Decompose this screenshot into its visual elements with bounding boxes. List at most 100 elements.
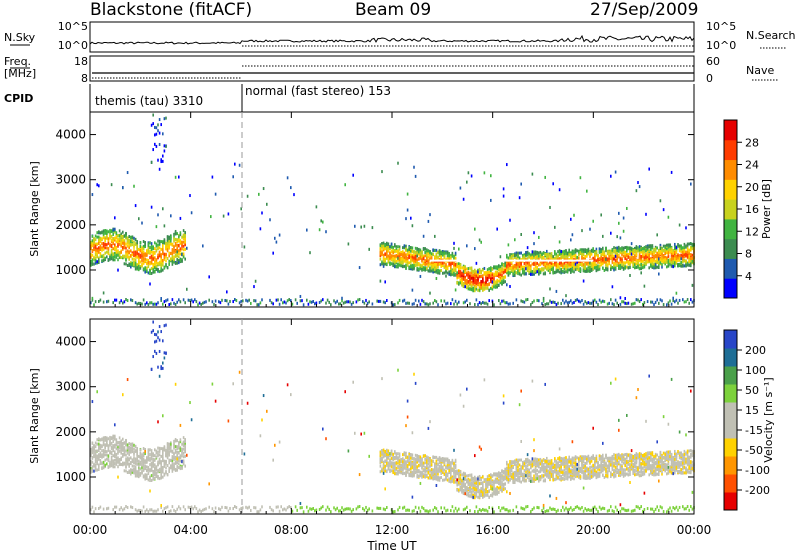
power-cell [685,250,687,254]
power-cell [688,252,690,256]
power-cell [107,230,110,234]
power-cell [523,255,526,259]
power-cell [550,254,553,258]
power-cell [563,261,566,265]
power-cell [538,268,540,272]
power-cell [557,268,559,272]
power-cell [477,276,479,280]
power-cell [186,246,188,250]
power-cell [682,263,684,267]
power-cell [414,260,417,264]
power-cell [336,299,338,303]
power-cell [597,264,599,268]
power-cell [626,247,628,251]
power-cell [120,241,122,245]
power-cell [645,262,647,266]
power-cell [493,285,495,289]
power-cell [533,299,535,303]
power-cell [584,257,586,261]
velocity-cell [122,441,124,445]
power-cell [613,257,615,261]
velocity-cell [117,450,119,454]
power-cell [114,236,116,240]
power-cell [640,260,642,264]
power-cell [630,258,633,262]
power-cell [416,254,418,258]
power-cell [533,267,535,271]
power-cell [134,258,137,262]
power-cell [338,302,340,306]
power-cell [142,240,145,244]
power-cell [181,259,183,263]
power-cell [112,242,114,246]
power-cell [165,299,167,303]
power-cell [603,252,606,256]
power-cell [646,247,649,251]
power-cell [91,296,94,300]
power-cell [176,258,178,262]
power-cell [398,260,401,264]
power-cell [448,272,450,276]
power-cell [595,265,598,269]
velocity-cell [134,444,137,448]
power-cell [421,253,423,257]
power-cell [98,235,100,239]
power-cell [563,301,566,305]
power-cell [589,227,591,231]
power-cell [347,242,350,246]
velocity-cell [134,474,137,478]
velocity-cell [112,459,114,463]
power-cell [155,248,158,252]
power-cell [408,250,410,254]
power-cell [518,196,521,200]
power-cell [491,277,494,281]
power-cell [467,280,470,284]
power-cell [472,276,474,280]
power-cell [488,270,490,274]
power-cell [400,257,402,261]
power-cell [506,253,508,257]
power-cell [179,258,182,262]
velocity-cell [155,468,158,472]
velocity-cell [110,451,113,455]
power-cell [490,274,492,278]
power-cell [654,245,657,249]
power-cell [94,251,97,255]
power-cell [651,250,654,254]
power-cell [120,250,122,254]
power-cell [616,252,618,256]
power-cell [246,299,249,303]
power-cell [578,299,580,303]
velocity-cell [158,457,161,461]
power-cell [558,257,561,261]
power-cell [592,264,594,268]
power-cell [475,272,478,276]
velocity-cell [165,449,167,453]
power-cell [598,250,601,254]
power-cell [94,253,97,257]
power-cell [678,257,681,261]
power-cell [160,260,162,264]
power-cell [573,301,575,305]
power-cell [611,248,614,252]
power-cell [162,154,164,158]
power-cell [424,266,426,270]
power-cell [446,266,449,270]
power-cell [434,262,436,266]
power-cell [155,225,158,229]
power-cell [302,303,305,307]
power-cell [262,187,265,191]
power-cell [421,264,423,268]
power-cell [458,264,460,268]
power-cell [595,250,598,254]
power-cell [381,244,383,248]
power-cell [395,254,398,258]
power-cell [422,266,425,270]
power-cell [450,255,452,259]
power-cell [563,267,566,271]
power-cell [163,257,166,261]
power-cell [675,250,678,254]
power-cell [152,250,154,254]
power-cell [382,257,385,261]
power-cell [125,236,127,240]
